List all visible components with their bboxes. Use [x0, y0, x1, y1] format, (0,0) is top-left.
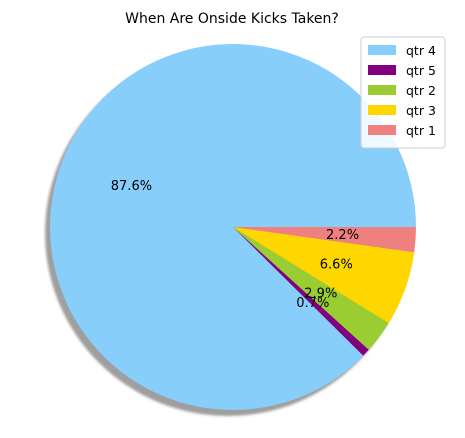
pie-slices [49, 43, 416, 410]
legend-label-qtr-4: qtr 4 [406, 43, 436, 58]
pct-label-qtr-2: 2.9% [304, 286, 337, 301]
pct-label-qtr-1: 2.2% [326, 228, 359, 243]
legend-label-qtr-3: qtr 3 [406, 103, 436, 118]
pie-slice-qtr-2 [233, 227, 389, 350]
pie-slice-qtr-3 [233, 227, 415, 324]
legend: qtr 4 qtr 5 qtr 2 qtr 3 qtr 1 [360, 36, 446, 149]
legend-label-qtr-5: qtr 5 [406, 63, 436, 78]
legend-label-qtr-2: qtr 2 [406, 83, 436, 98]
legend-swatch-qtr-1 [368, 125, 396, 135]
legend-swatch-qtr-2 [368, 85, 396, 95]
pie-slice-qtr-5 [233, 227, 369, 356]
pie-slice-qtr-4 [49, 43, 416, 410]
legend-label-qtr-1: qtr 1 [406, 123, 436, 138]
chart-title: When Are Onside Kicks Taken? [125, 11, 339, 27]
pie-percent-labels: 87.6% 0.7%2.9% 6.6% 2.2% [111, 179, 359, 311]
pct-label-qtr-5: 0.7% [296, 296, 329, 311]
pie-slice-qtr-1 [233, 227, 416, 253]
pct-label-qtr-4: 87.6% [111, 179, 152, 194]
pct-label-qtr-3: 6.6% [320, 258, 353, 273]
legend-swatch-qtr-3 [368, 105, 396, 115]
legend-swatch-qtr-4 [368, 45, 396, 55]
legend-box [360, 36, 446, 149]
legend-swatch-qtr-5 [368, 65, 396, 75]
